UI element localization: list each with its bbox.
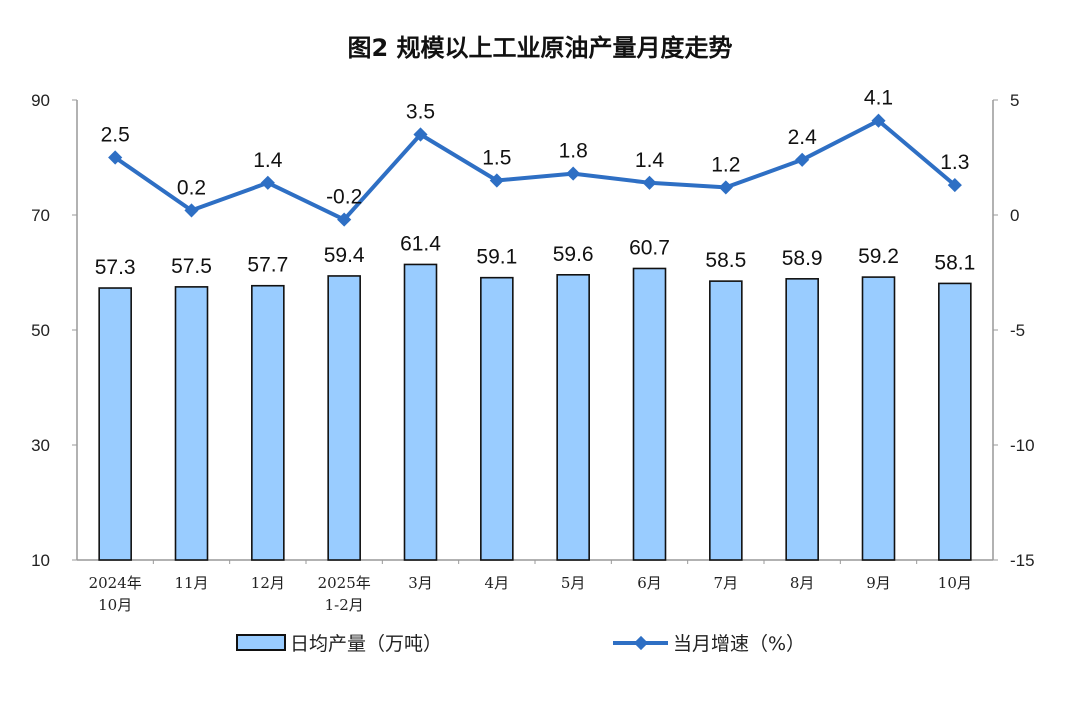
bar — [709, 280, 743, 561]
bar-data-label: 57.3 — [95, 256, 136, 279]
right-tick-label: 5 — [1010, 91, 1019, 110]
bar-data-label: 59.6 — [553, 243, 594, 266]
bar — [480, 276, 514, 561]
left-tick-label: 50 — [31, 321, 50, 340]
bar — [174, 286, 209, 561]
bar-data-label: 57.7 — [247, 254, 288, 277]
line-point — [642, 175, 657, 190]
line-point — [260, 175, 275, 190]
x-tick-label: 9月 — [866, 574, 891, 592]
line-data-label: 1.4 — [635, 149, 665, 172]
bar-data-label: 58.9 — [782, 247, 823, 270]
line-data-label: 2.4 — [788, 126, 818, 149]
legend-bar-swatch — [236, 634, 286, 651]
bar — [938, 282, 972, 561]
bar — [556, 273, 590, 561]
bar-data-label: 57.5 — [171, 255, 212, 278]
line-data-label: 1.3 — [940, 151, 969, 174]
x-tick-label: 12月 — [251, 574, 285, 592]
bar — [98, 287, 132, 561]
line-point — [184, 203, 199, 218]
line-point — [795, 152, 810, 167]
x-tick-label: 5月 — [561, 574, 586, 592]
bar — [327, 275, 361, 561]
bar-data-label: 58.1 — [934, 251, 975, 274]
x-tick-label: 6月 — [637, 574, 662, 592]
line-data-label: -0.2 — [326, 186, 362, 209]
left-tick-label: 90 — [31, 91, 50, 110]
bar-data-label: 60.7 — [629, 236, 670, 259]
bar — [785, 278, 819, 561]
x-tick-label: 8月 — [790, 574, 815, 592]
x-tick-label: 11月 — [174, 574, 208, 592]
legend-line-marker — [633, 635, 649, 651]
bar — [403, 263, 438, 561]
bar-data-label: 58.5 — [705, 249, 746, 272]
chart-title: 图2 规模以上工业原油产量月度走势 — [347, 34, 733, 62]
right-tick-label: -10 — [1010, 436, 1035, 455]
line-data-label: 0.2 — [177, 176, 206, 199]
bar — [251, 284, 285, 561]
x-tick-label: 10月 — [98, 596, 132, 614]
line-data-label: 1.8 — [559, 140, 588, 163]
left-tick-label: 30 — [31, 436, 50, 455]
bar-data-label: 59.1 — [476, 246, 517, 269]
bar-data-label: 61.4 — [400, 232, 441, 255]
line-data-label: 3.5 — [406, 101, 435, 124]
x-tick-label: 3月 — [408, 574, 433, 592]
right-tick-label: -15 — [1010, 551, 1035, 570]
line-data-label: 1.5 — [482, 147, 511, 170]
line-data-label: 1.4 — [253, 149, 283, 172]
line-data-label: 1.2 — [711, 153, 740, 176]
x-tick-label: 2025年 — [318, 574, 371, 592]
right-tick-label: -5 — [1010, 321, 1025, 340]
line-point — [413, 127, 428, 142]
line-data-label: 2.5 — [101, 124, 130, 147]
bar-data-label: 59.4 — [324, 244, 365, 267]
bar-data-label: 59.2 — [858, 245, 899, 268]
line-point — [871, 113, 886, 128]
legend-bar-label: 日均产量（万吨） — [290, 633, 442, 655]
line-point — [566, 166, 581, 181]
x-tick-label: 2024年 — [89, 574, 142, 592]
line-point — [947, 178, 962, 193]
line-point — [489, 173, 504, 188]
bar — [632, 267, 667, 561]
legend-line-label: 当月增速（%） — [673, 633, 805, 655]
line-point — [337, 212, 352, 227]
bar — [861, 276, 896, 561]
x-tick-label: 10月 — [938, 574, 972, 592]
right-tick-label: 0 — [1010, 206, 1019, 225]
line-data-label: 4.1 — [864, 87, 893, 110]
left-tick-label: 70 — [31, 206, 50, 225]
x-tick-label: 7月 — [714, 574, 739, 592]
line-point — [718, 180, 733, 195]
x-tick-label: 4月 — [485, 574, 510, 592]
left-tick-label: 10 — [31, 551, 50, 570]
x-tick-label: 1-2月 — [325, 596, 364, 614]
growth-line — [114, 118, 957, 222]
